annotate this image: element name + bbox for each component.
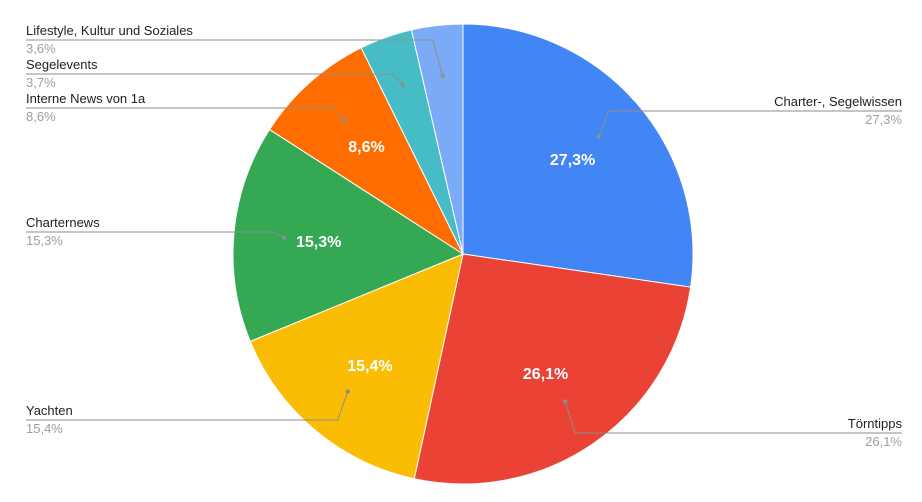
label-value-yachten: 15,4% xyxy=(26,421,63,436)
slice-value-charter-segelwissen: 27,3% xyxy=(550,152,595,169)
pie-slices xyxy=(232,23,694,485)
label-value-interne-news-von-1a: 8,6% xyxy=(26,109,56,124)
label-value-torntipps: 26,1% xyxy=(865,434,902,449)
label-name-charter-segelwissen: Charter-, Segelwissen xyxy=(774,94,902,109)
slice-interne-news-von-1a xyxy=(268,47,465,256)
slice-charternews xyxy=(232,128,465,343)
label-name-segelevents: Segelevents xyxy=(26,57,98,72)
leader-line-charter-segelwissen xyxy=(598,110,902,137)
leader-line-charternews xyxy=(26,231,285,239)
leader-line-lifestyle-kultur-und-soziales xyxy=(26,39,444,76)
label-name-yachten: Yachten xyxy=(26,403,73,418)
leader-line-segelevents xyxy=(26,73,404,86)
label-name-interne-news-von-1a: Interne News von 1a xyxy=(26,91,146,106)
slice-value-torntipps: 26,1% xyxy=(523,366,568,383)
leader-line-torntipps xyxy=(564,401,902,434)
label-value-charter-segelwissen: 27,3% xyxy=(865,112,902,127)
slice-value-charternews: 15,3% xyxy=(296,234,341,251)
label-name-lifestyle-kultur-und-soziales: Lifestyle, Kultur und Soziales xyxy=(26,23,193,38)
slice-yachten xyxy=(249,253,464,480)
slice-lifestyle-kultur-und-soziales xyxy=(410,23,464,255)
slice-labels: 27,3% Charter-, Segelwissen 27,3% 26,1% Törn… xyxy=(26,23,902,449)
leader-line-interne-news-von-1a xyxy=(26,107,344,121)
label-value-lifestyle-kultur-und-soziales: 3,6% xyxy=(26,41,56,56)
label-name-torntipps: Törntipps xyxy=(848,416,903,431)
slice-charter-segelwissen xyxy=(462,23,694,288)
slice-torntipps xyxy=(413,253,692,485)
slice-value-yachten: 15,4% xyxy=(347,358,392,375)
leader-line-yachten xyxy=(26,391,349,421)
leader-dot-torntipps xyxy=(563,399,568,404)
label-value-segelevents: 3,7% xyxy=(26,75,56,90)
label-value-charternews: 15,3% xyxy=(26,233,63,248)
label-name-charternews: Charternews xyxy=(26,215,100,230)
slice-value-interne-news-von-1a: 8,6% xyxy=(348,139,384,156)
leader-lines xyxy=(26,39,902,434)
